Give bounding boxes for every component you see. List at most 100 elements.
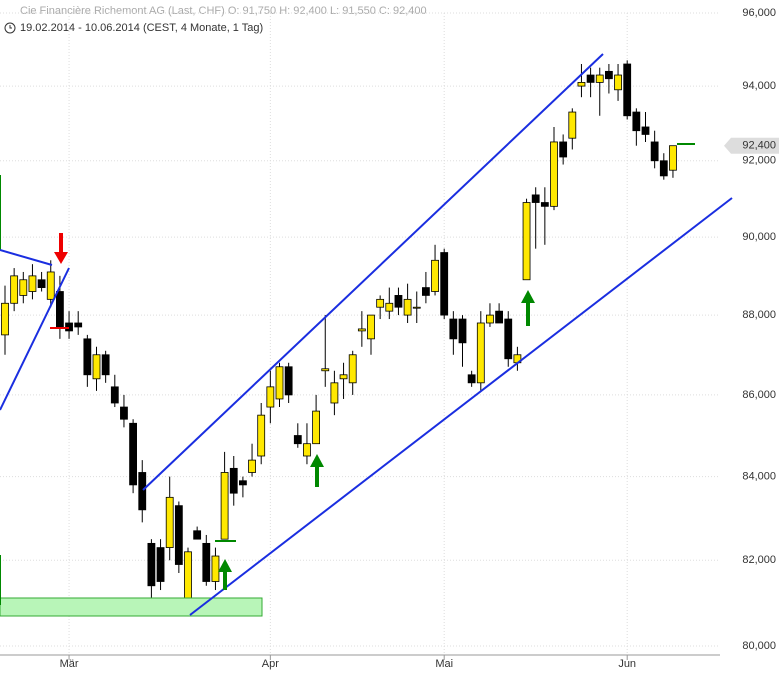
x-tick-label: Mär	[60, 658, 79, 670]
candle-body	[293, 435, 302, 445]
candle-body	[495, 310, 504, 324]
candle-body	[174, 505, 183, 565]
candle-body	[120, 406, 128, 420]
trend-line	[0, 267, 70, 411]
candle-body	[312, 410, 321, 445]
candle-body	[522, 202, 531, 281]
x-tick-label: Jun	[618, 658, 636, 670]
candle-body	[659, 160, 668, 177]
candle-body	[385, 302, 394, 312]
candle-body	[623, 63, 632, 117]
price-tag	[724, 137, 779, 154]
plot	[0, 12, 720, 655]
candle-body	[431, 259, 439, 292]
clock-hands	[9, 25, 12, 29]
candle-body	[248, 459, 256, 473]
candle-body	[284, 366, 293, 396]
y-tick-label: 82,000	[742, 554, 776, 566]
sell-arrow	[54, 233, 68, 264]
candle-body	[65, 322, 73, 332]
y-tick-label: 90,000	[742, 231, 776, 243]
candle-body	[56, 291, 64, 328]
candle-body	[421, 287, 430, 296]
candle-body	[37, 279, 46, 288]
candle-body	[458, 318, 467, 344]
candle-body	[614, 74, 622, 91]
candle-body	[229, 467, 238, 494]
candle-body	[440, 252, 449, 316]
x-tick-label: Mai	[435, 658, 453, 670]
candle-body	[28, 275, 37, 292]
candle-body	[46, 271, 55, 300]
candle-body	[266, 386, 275, 408]
candle-body	[641, 126, 650, 135]
y-tick-label: 88,000	[742, 309, 776, 321]
trend-line	[0, 249, 53, 266]
candle-body	[367, 314, 375, 340]
y-tick-label: 96,000	[742, 7, 776, 19]
y-tick-label: 84,000	[742, 471, 776, 483]
candle-body	[595, 74, 604, 83]
candle-body	[586, 74, 595, 83]
candle-body	[257, 414, 266, 457]
candle-body	[303, 443, 311, 457]
candle-body	[220, 472, 229, 540]
candle-body	[476, 322, 485, 384]
buy-arrow	[310, 454, 324, 487]
candle-body	[504, 318, 513, 360]
candle-body	[449, 318, 458, 340]
candle-body	[321, 368, 330, 372]
candle-body	[403, 298, 412, 316]
buy-arrow	[521, 290, 535, 326]
candle-body	[193, 530, 202, 540]
price-tag-label: 92,400	[742, 140, 776, 152]
candle-body	[19, 279, 28, 296]
candle-body	[486, 314, 494, 324]
candle-body	[650, 141, 659, 162]
candle-body	[412, 306, 421, 309]
candle-body	[211, 555, 220, 582]
annotations	[0, 53, 733, 617]
candle-body	[147, 542, 156, 587]
candle-body	[1, 302, 9, 336]
candle-body	[101, 354, 110, 376]
candle-body	[92, 354, 101, 380]
trend-line	[142, 53, 604, 491]
candle-body	[129, 422, 138, 486]
trend-line	[189, 197, 733, 616]
chart-subtitle: 19.02.2014 - 10.06.2014 (CEST, 4 Monate,…	[20, 22, 263, 34]
candle-body	[357, 328, 366, 332]
candle-body	[202, 542, 211, 582]
y-tick-label: 80,000	[742, 640, 776, 652]
candle-body	[83, 338, 92, 376]
candle-body	[339, 374, 348, 380]
candle-body	[10, 275, 19, 304]
candle-body	[394, 295, 403, 308]
candle-body	[275, 366, 284, 400]
candle-body	[156, 547, 165, 582]
candle-body	[632, 111, 641, 132]
candle-body	[559, 141, 568, 158]
candle-body	[540, 202, 549, 207]
y-tick-label: 92,000	[742, 155, 776, 167]
candle-body	[605, 70, 613, 80]
buy-arrow	[218, 559, 232, 590]
candle-body	[550, 141, 558, 207]
candle-body	[348, 354, 357, 384]
candle-body	[238, 480, 247, 486]
candle-body	[165, 496, 174, 548]
chart-title: Cie Financière Richemont AG (Last, CHF) …	[20, 5, 427, 17]
x-tick-label: Apr	[262, 658, 279, 670]
candle-body	[138, 472, 147, 511]
y-tick-label: 94,000	[742, 80, 776, 92]
candle-body	[577, 82, 586, 87]
y-tick-label: 86,000	[742, 389, 776, 401]
candle-body	[110, 386, 119, 404]
candle-body	[376, 298, 385, 308]
support-zone	[0, 597, 263, 617]
clock-icon	[4, 22, 16, 34]
candle-body	[531, 194, 540, 203]
candle-body	[330, 382, 339, 404]
